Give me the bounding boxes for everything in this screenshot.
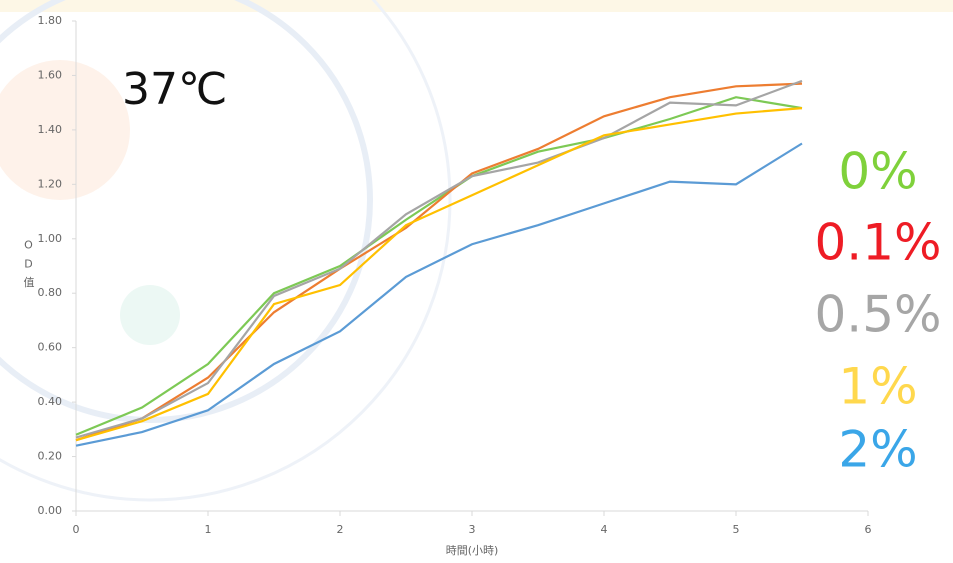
watermark xyxy=(0,60,130,200)
series-line xyxy=(76,81,802,438)
watermark xyxy=(120,285,180,345)
y-tick-label: 0.00 xyxy=(38,504,63,517)
series-line xyxy=(76,84,802,441)
x-tick-label: 2 xyxy=(337,523,344,536)
y-tick-label: 1.00 xyxy=(38,232,63,245)
annotation: 37℃ xyxy=(122,64,227,115)
legend-entry: 0.1% xyxy=(814,214,941,272)
series-line xyxy=(76,97,802,435)
legend-entry: 2% xyxy=(838,421,917,479)
chart: 37℃ 時間(小時) 0.00 0.20 0.40 0.60 0.80 1.00 1.20 1… xyxy=(0,0,953,563)
series-line xyxy=(76,108,802,440)
x-tick-label: 0 xyxy=(73,523,80,536)
y-tick-label: 0.20 xyxy=(38,450,63,463)
x-tick-label: 6 xyxy=(865,523,872,536)
y-tick-label: 1.80 xyxy=(38,14,63,27)
x-tick-label: 1 xyxy=(205,523,212,536)
x-tick-label: 4 xyxy=(601,523,608,536)
y-axis-label: OD值 xyxy=(22,239,35,294)
top-band xyxy=(0,0,953,12)
legend-entry: 1% xyxy=(838,358,917,416)
x-axis-label: 時間(小時) xyxy=(446,544,499,557)
y-tick-label: 1.60 xyxy=(38,68,63,81)
y-tick-label: 1.20 xyxy=(38,177,63,190)
slide: 37℃ 時間(小時) 0.00 0.20 0.40 0.60 0.80 1.00 1.20 1… xyxy=(0,0,953,563)
y-tick-label: 0.80 xyxy=(38,286,63,299)
legend-entry: 0% xyxy=(838,143,917,201)
y-tick-label: 0.60 xyxy=(38,341,63,354)
x-tick-label: 3 xyxy=(469,523,476,536)
x-tick-label: 5 xyxy=(733,523,740,536)
legend-entry: 0.5% xyxy=(814,286,941,344)
y-tick-label: 0.40 xyxy=(38,395,63,408)
y-tick-label: 1.40 xyxy=(38,123,63,136)
series-line xyxy=(76,144,802,446)
